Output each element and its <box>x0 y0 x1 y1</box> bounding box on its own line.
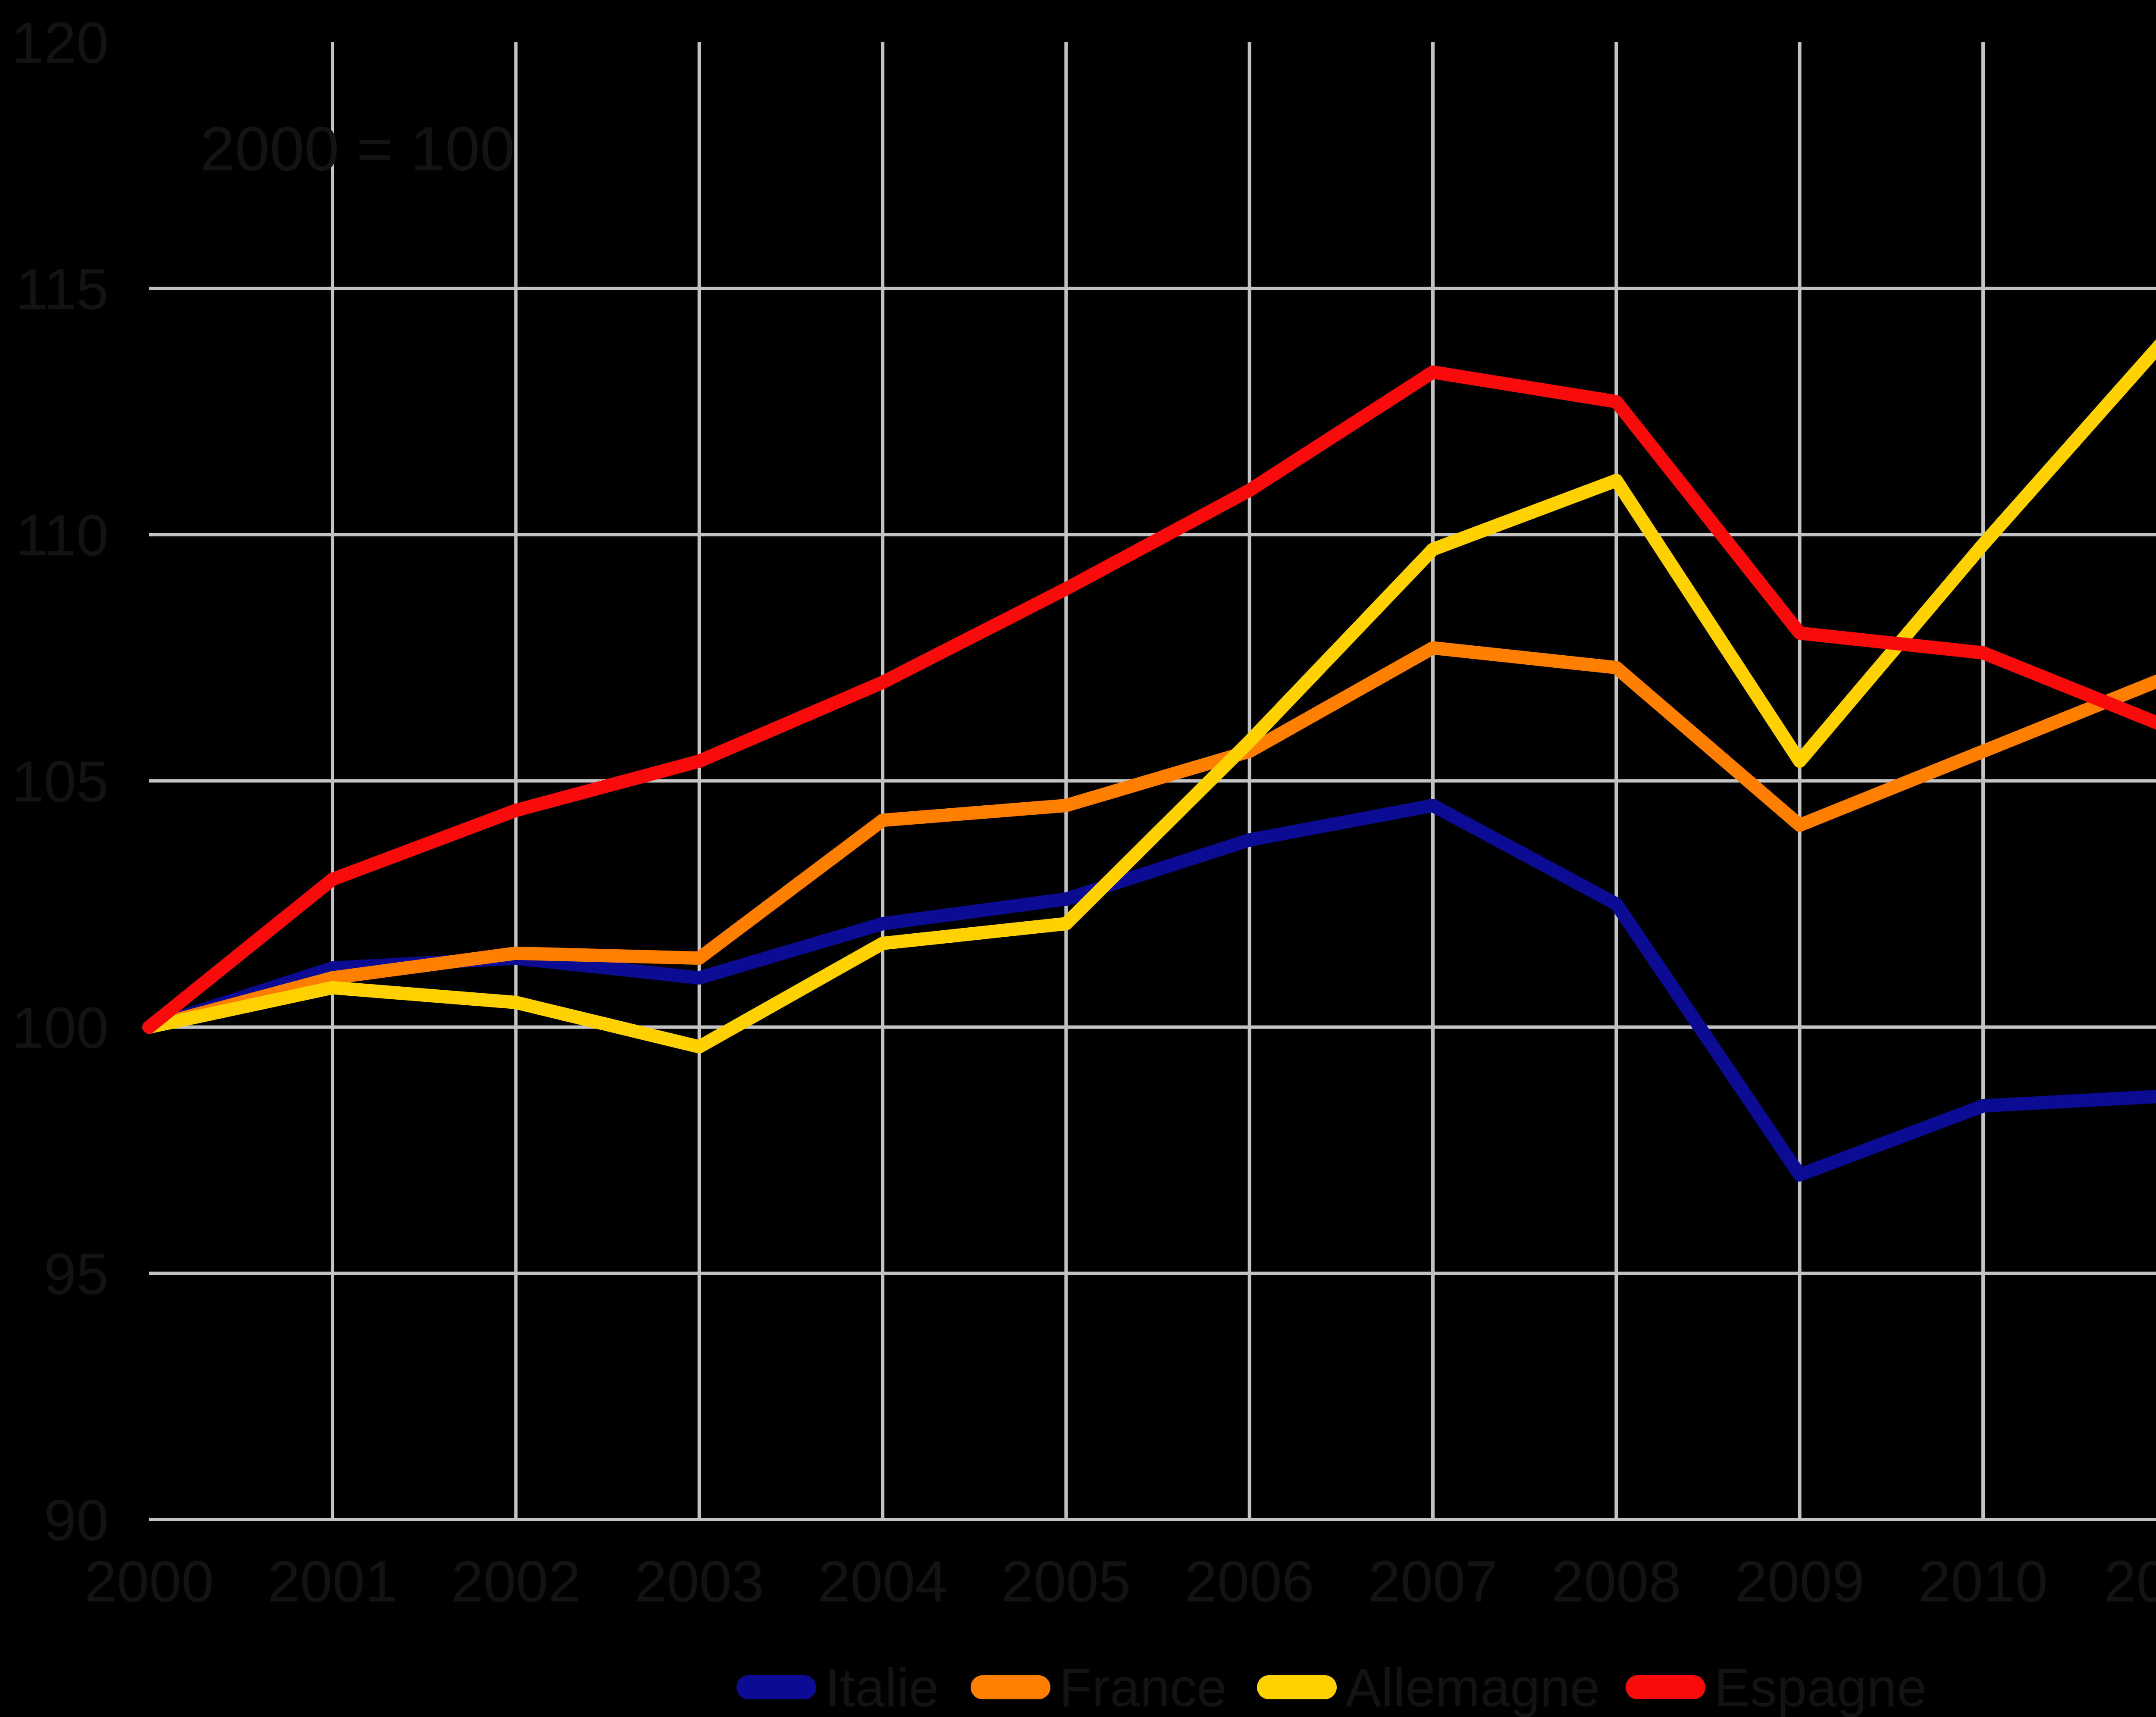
series-line-france <box>142 641 2156 1034</box>
series-line-allemagne <box>142 339 2156 1054</box>
y-tick-label: 90 <box>44 1488 109 1553</box>
x-tick-label: 2004 <box>818 1549 947 1614</box>
x-tick-label: 2007 <box>1368 1549 1498 1614</box>
x-tick-label: 2002 <box>451 1549 580 1614</box>
y-tick-label: 115 <box>16 256 109 322</box>
legend-label: Espagne <box>1714 1658 1927 1717</box>
legend-swatch-france <box>971 1675 1050 1699</box>
legend-swatch-espagne <box>1626 1675 1705 1699</box>
x-tick-label: 2006 <box>1185 1549 1314 1614</box>
legend: Italie France Allemagne Espagne <box>736 1658 1927 1717</box>
x-tick-label: 2009 <box>1735 1549 1865 1614</box>
x-tick-label: 2001 <box>268 1549 397 1614</box>
x-tick-label: 2008 <box>1551 1549 1681 1614</box>
legend-item: Allemagne <box>1257 1658 1600 1717</box>
legend-swatch-italie <box>736 1675 816 1699</box>
y-tick-label: 105 <box>12 749 109 814</box>
legend-item: Italie <box>736 1658 939 1717</box>
series-layer <box>142 339 2156 1182</box>
y-tick-label: 120 <box>12 10 109 75</box>
chart-subtitle: 2000 = 100 <box>200 114 515 184</box>
y-tick-label: 110 <box>16 503 109 568</box>
legend-label: France <box>1059 1658 1227 1717</box>
series-line-espagne <box>142 365 2156 1034</box>
series-line-italie <box>142 799 2156 1182</box>
legend-label: Allemagne <box>1345 1658 1600 1717</box>
y-tick-label: 95 <box>44 1242 109 1307</box>
x-tick-label: 2003 <box>635 1549 764 1614</box>
gridlines-layer <box>149 42 2156 1521</box>
y-tick-label: 100 <box>12 995 109 1060</box>
legend-item: Espagne <box>1626 1658 1927 1717</box>
legend-swatch-allemagne <box>1257 1675 1337 1699</box>
legend-item: France <box>971 1658 1227 1717</box>
x-tick-label: 2005 <box>1001 1549 1131 1614</box>
x-tick-label: 2000 <box>85 1549 214 1614</box>
x-tick-label: 2010 <box>1918 1549 2048 1614</box>
legend-label: Italie <box>825 1658 939 1717</box>
